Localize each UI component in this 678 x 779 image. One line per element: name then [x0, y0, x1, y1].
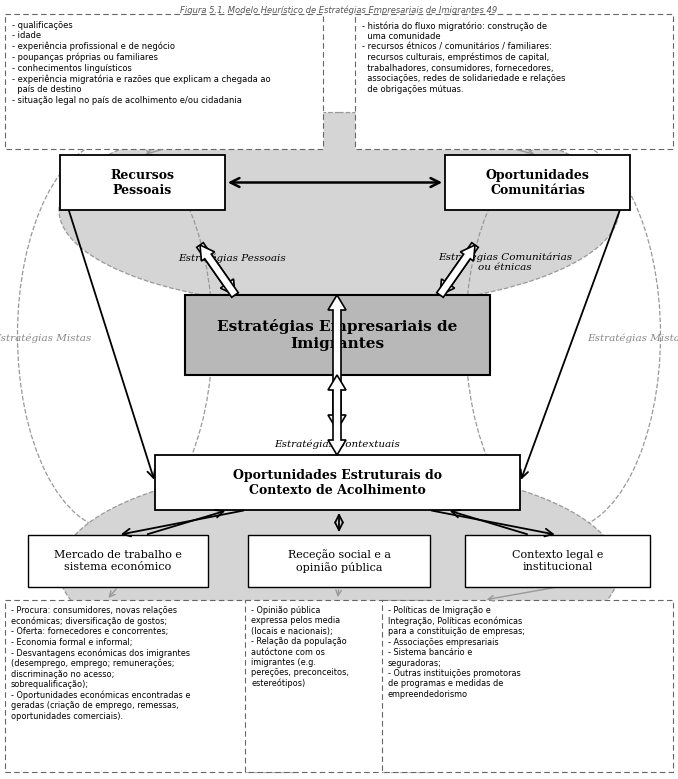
Ellipse shape — [59, 112, 619, 308]
FancyBboxPatch shape — [355, 14, 673, 149]
Text: - história do fluxo migratório: construção de
  uma comunidade
- recursos étnico: - história do fluxo migratório: construç… — [362, 21, 565, 93]
Text: - qualificações
- idade
- experiência profissional e de negócio
- poupanças próp: - qualificações - idade - experiência pr… — [12, 21, 271, 104]
Polygon shape — [437, 245, 475, 298]
FancyBboxPatch shape — [245, 600, 430, 772]
Text: Estratégias Mistas: Estratégias Mistas — [587, 333, 678, 343]
FancyBboxPatch shape — [248, 535, 430, 587]
FancyBboxPatch shape — [155, 455, 520, 510]
Text: - Procura: consumidores, novas relações
económicas; diversificação de gostos;
- : - Procura: consumidores, novas relações … — [11, 606, 191, 721]
Text: - Políticas de Imigração e
Integração, Políticas económicas
para a constituição : - Políticas de Imigração e Integração, P… — [388, 606, 525, 699]
Text: Estratégias Comunitárias
ou étnicas: Estratégias Comunitárias ou étnicas — [438, 252, 572, 272]
Polygon shape — [197, 243, 235, 295]
Text: Figura 5.1. Modelo Heurístico de Estratégias Empresariais de Imigrantes 49: Figura 5.1. Modelo Heurístico de Estraté… — [180, 5, 498, 15]
Text: Oportunidades
Comunitárias: Oportunidades Comunitárias — [485, 168, 589, 196]
FancyBboxPatch shape — [5, 14, 323, 149]
Text: Estratégias Pessoais: Estratégias Pessoais — [178, 253, 286, 263]
Text: Mercado de trabalho e
sistema económico: Mercado de trabalho e sistema económico — [54, 550, 182, 572]
FancyBboxPatch shape — [60, 155, 225, 210]
Text: Contexto legal e
institucional: Contexto legal e institucional — [512, 550, 603, 572]
Text: Estratégias Contextuais: Estratégias Contextuais — [274, 439, 400, 449]
FancyBboxPatch shape — [185, 295, 490, 375]
Text: - Opinião pública
expressa pelos media
(locais e nacionais);
- Relação da popula: - Opinião pública expressa pelos media (… — [251, 606, 349, 689]
Polygon shape — [328, 375, 346, 455]
Text: Oportunidades Estruturais do
Contexto de Acolhimento: Oportunidades Estruturais do Contexto de… — [233, 468, 442, 496]
Text: Receção social e a
opinião pública: Receção social e a opinião pública — [287, 549, 391, 573]
Ellipse shape — [59, 465, 619, 675]
Text: Estratégias Empresariais de
Imigrantes: Estratégias Empresariais de Imigrantes — [218, 319, 458, 351]
FancyBboxPatch shape — [382, 600, 673, 772]
Polygon shape — [200, 245, 238, 298]
FancyBboxPatch shape — [445, 155, 630, 210]
Text: Recursos
Pessoais: Recursos Pessoais — [111, 168, 174, 196]
Polygon shape — [440, 243, 478, 295]
Polygon shape — [328, 295, 346, 430]
FancyBboxPatch shape — [465, 535, 650, 587]
Text: Estratégias Mistas: Estratégias Mistas — [0, 333, 91, 343]
FancyBboxPatch shape — [5, 600, 295, 772]
FancyBboxPatch shape — [28, 535, 208, 587]
